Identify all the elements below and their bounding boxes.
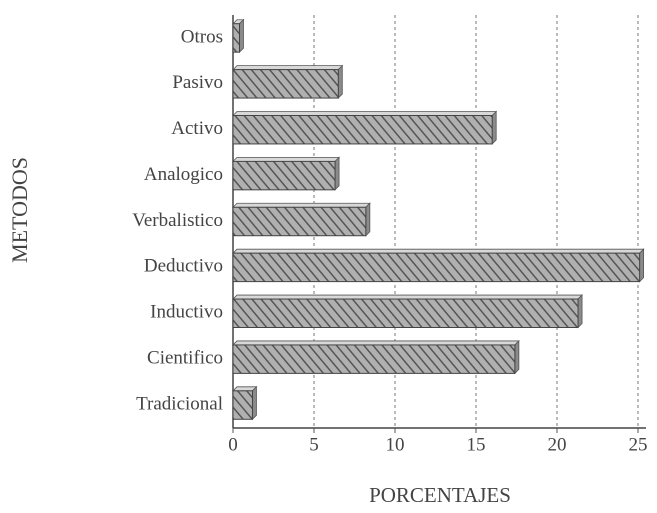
- bar-side: [365, 202, 371, 237]
- bar-side: [514, 339, 520, 375]
- y-tick-label: Tradicional: [136, 393, 223, 414]
- y-tick-label: Otros: [181, 26, 223, 47]
- y-tick-label: Cientifico: [147, 348, 223, 369]
- bar: [232, 390, 253, 420]
- bar: [232, 23, 240, 53]
- bar: [232, 344, 516, 374]
- y-tick-label: Inductivo: [150, 302, 223, 323]
- bar-top: [232, 111, 498, 116]
- bar-side: [337, 64, 343, 100]
- bar-side: [577, 294, 583, 329]
- bar-top: [232, 294, 584, 300]
- bar-top: [232, 156, 341, 162]
- x-tick-label: 20: [548, 434, 567, 455]
- y-tick-label: Analogico: [144, 164, 223, 185]
- y-tick-label: Activo: [171, 118, 223, 139]
- bar-side: [334, 156, 340, 191]
- bar-side: [639, 248, 645, 283]
- bar-side: [491, 110, 497, 145]
- bar: [232, 252, 641, 283]
- bar-top: [232, 248, 645, 254]
- bar-top: [232, 340, 520, 346]
- bar: [232, 206, 367, 237]
- bar: [232, 298, 579, 329]
- x-tick-label: 15: [467, 434, 486, 455]
- y-tick-label: Verbalistico: [132, 210, 223, 231]
- x-axis-label: PORCENTAJES: [369, 483, 511, 507]
- x-tick-label: 10: [386, 434, 405, 455]
- bar-side: [239, 18, 244, 54]
- bar-top: [232, 202, 371, 208]
- bar-side: [252, 385, 257, 421]
- bar: [232, 114, 493, 145]
- y-axis-label: METODOS: [7, 157, 32, 263]
- y-tick-label: Pasivo: [172, 72, 223, 93]
- bar-top: [232, 65, 344, 71]
- bar: [232, 69, 339, 99]
- bar: [232, 160, 336, 191]
- y-tick-label: Deductivo: [144, 256, 223, 277]
- x-tick-label: 25: [629, 434, 648, 455]
- x-tick-label: 5: [309, 434, 319, 455]
- x-tick-label: 0: [228, 434, 238, 455]
